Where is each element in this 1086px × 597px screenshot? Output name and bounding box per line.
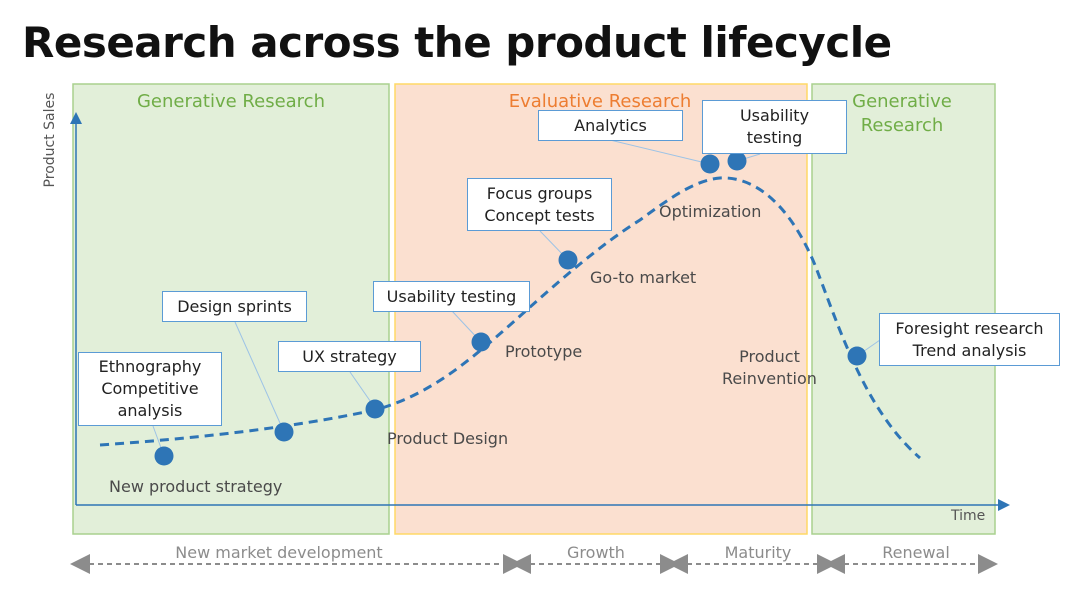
dot-analytics: [700, 154, 720, 174]
zone-label-generative-left: Generative Research: [136, 91, 325, 112]
dot-product-design: [365, 399, 385, 419]
lifecycle-curve: [99, 176, 921, 460]
callout-usability-testing-1: Usability testing: [373, 281, 530, 312]
callout-ux-strategy: UX strategy: [278, 341, 421, 372]
dot-usability-testing-2: [727, 151, 747, 171]
stage-prototype: Prototype: [505, 342, 583, 361]
callout-design-sprints: Design sprints: [162, 291, 307, 322]
leader-analytics: [609, 139, 711, 165]
zone-generative-right: [811, 83, 996, 535]
phase-renewal: Renewal: [872, 543, 960, 562]
dot-new-product-strategy: [154, 446, 174, 466]
callout-usability-testing-2: Usability testing: [702, 100, 847, 154]
stage-product-reinvention: Product Reinvention: [722, 347, 817, 388]
leader-design-sprints: [234, 321, 285, 433]
phase-new-market-development: New market development: [170, 543, 388, 562]
y-axis-label: Product Sales: [42, 92, 58, 188]
x-axis-label: Time: [951, 508, 986, 524]
phase-maturity: Maturity: [713, 543, 803, 562]
dot-design-sprints: [274, 422, 294, 442]
dot-foresight: [847, 346, 867, 366]
callout-focus-groups: Focus groups Concept tests: [467, 178, 612, 231]
dot-go-to-market: [558, 250, 578, 270]
callout-ethnography: Ethnography Competitive analysis: [78, 352, 222, 426]
stage-go-to-market: Go-to market: [590, 268, 697, 287]
callout-foresight: Foresight research Trend analysis: [879, 313, 1060, 366]
phase-growth: Growth: [553, 543, 639, 562]
stage-optimization: Optimization: [659, 202, 762, 221]
zone-label-generative-right: Generative Research: [852, 91, 952, 136]
stage-new-product-strategy: New product strategy: [109, 477, 283, 496]
callout-analytics: Analytics: [538, 110, 683, 141]
zone-label-evaluative: Evaluative Research: [508, 91, 692, 112]
dot-prototype: [471, 332, 491, 352]
page-title: Research across the product lifecycle: [22, 18, 892, 67]
stage-product-design: Product Design: [387, 429, 509, 448]
